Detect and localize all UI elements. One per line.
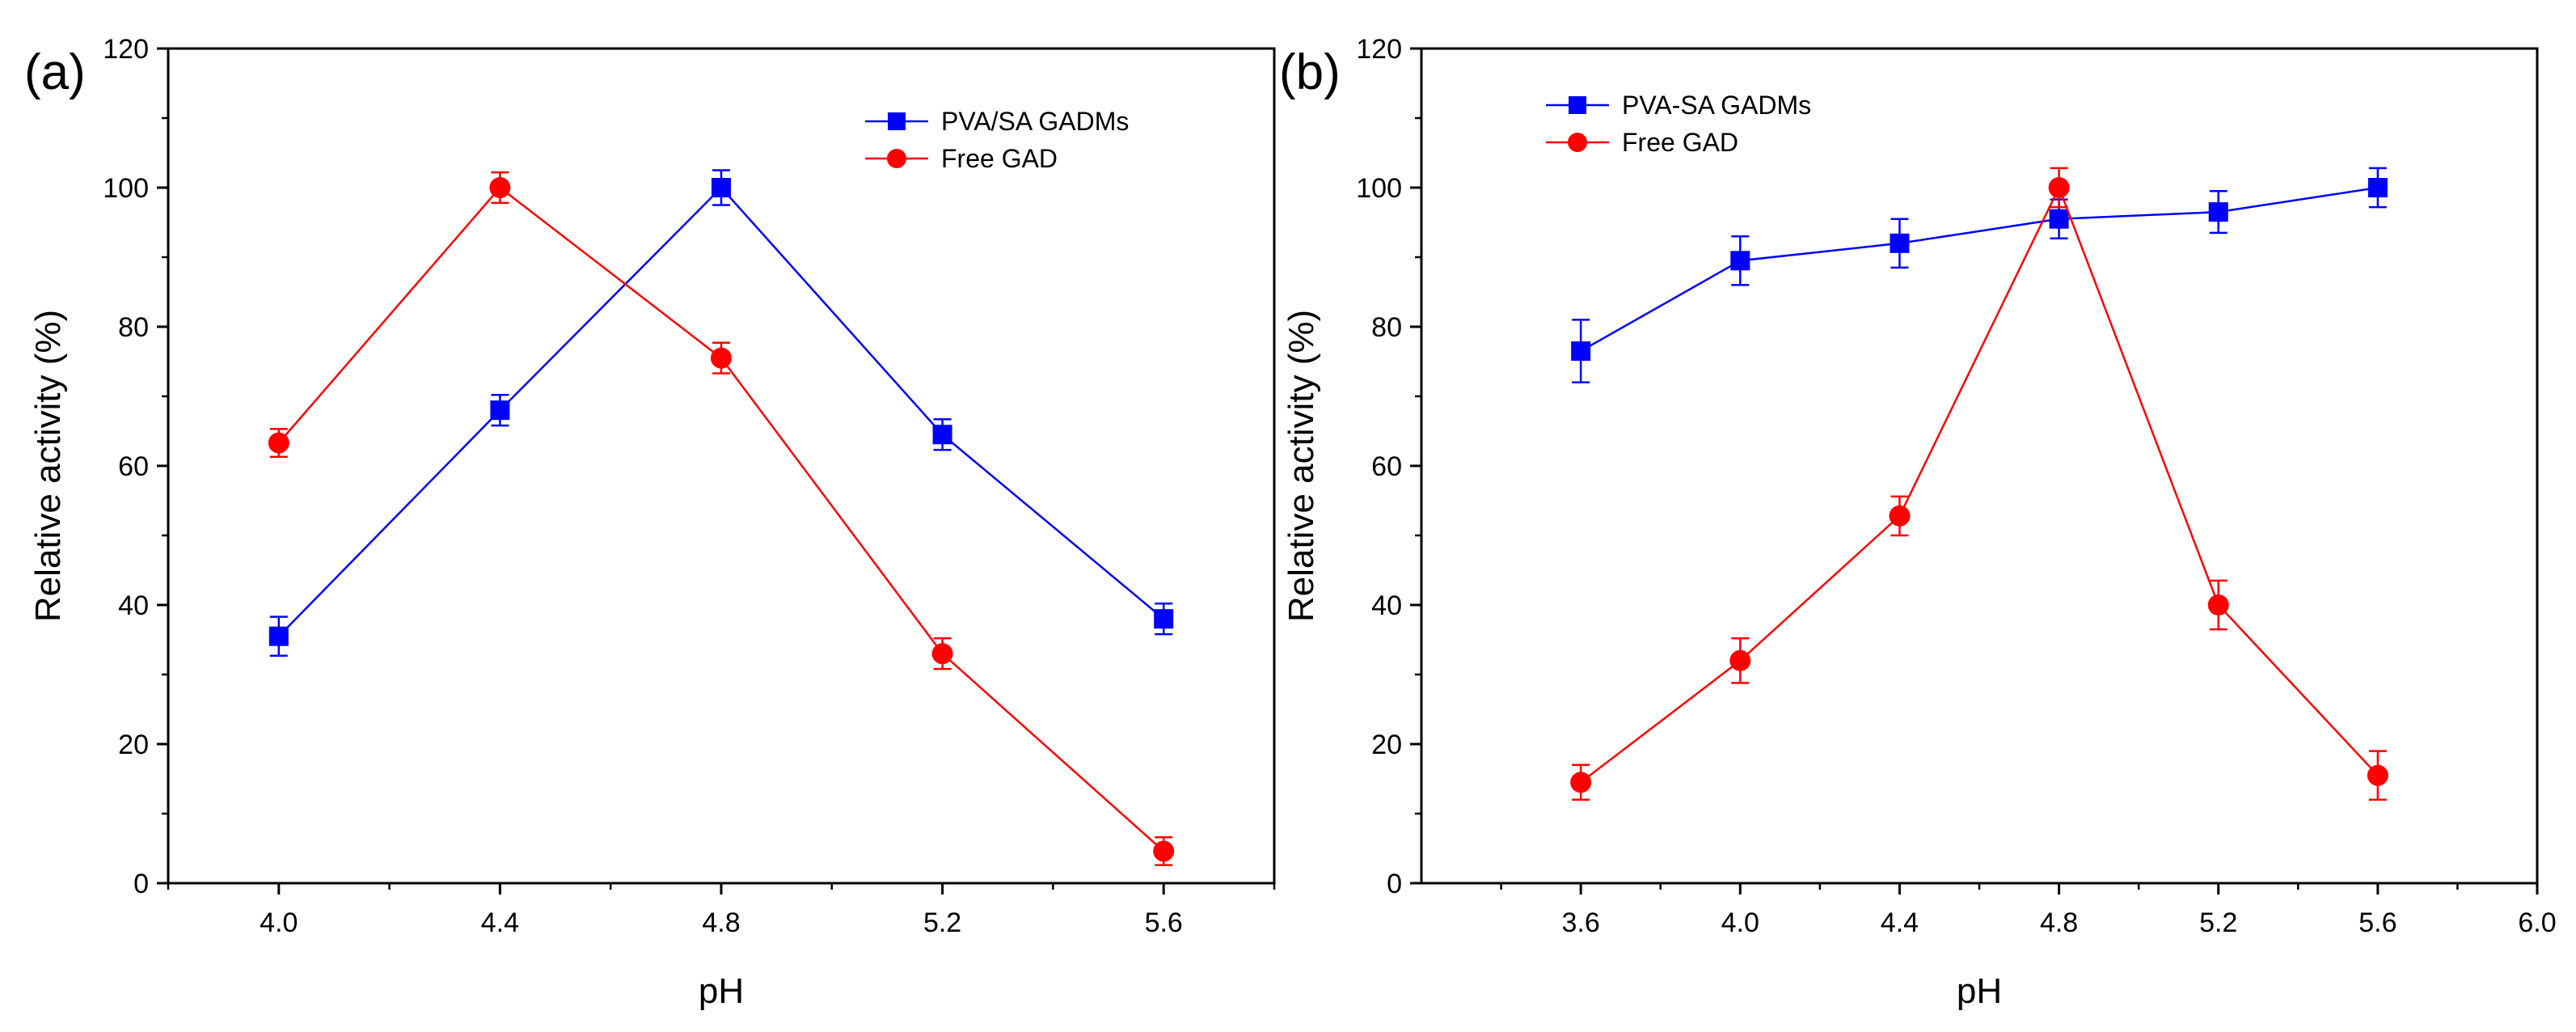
y-tick-label-b-1: 20 [1371, 730, 1402, 760]
data-point-b-1-0 [1570, 772, 1592, 793]
y-tick-label-a-0: 0 [133, 869, 149, 899]
series-a-0 [268, 169, 1174, 658]
y-tick-label-a-1: 20 [118, 730, 149, 760]
data-point-b-0-4 [2208, 202, 2228, 222]
y-tick-label-a-3: 60 [118, 451, 149, 482]
y-tick-label-b-0: 0 [1387, 869, 1402, 899]
legend-label-a-0: PVA/SA GADMs [941, 107, 1129, 136]
y-tick-label-b-4: 80 [1371, 312, 1402, 343]
data-point-a-0-1 [490, 400, 510, 421]
data-point-a-1-0 [268, 432, 289, 454]
y-tick-label-b-5: 100 [1356, 173, 1402, 204]
y-axis-title-a: Relative activity (%) [28, 310, 68, 622]
x-tick-label-a-3: 5.2 [923, 907, 961, 938]
x-tick-label-b-4: 5.2 [2199, 907, 2237, 938]
y-tick-label-a-4: 80 [118, 312, 149, 343]
series-line-a-0 [277, 186, 1164, 637]
legend-marker-b-0 [1569, 96, 1586, 114]
data-point-b-1-2 [1889, 505, 1911, 527]
y-tick-label-b-3: 60 [1371, 451, 1402, 482]
y-axis-title-b: Relative activity (%) [1282, 310, 1321, 622]
x-tick-label-b-0: 3.6 [1562, 907, 1600, 938]
legend-marker-b-1 [1568, 133, 1587, 152]
data-point-a-0-0 [268, 626, 289, 646]
x-tick-label-b-2: 4.4 [1881, 907, 1919, 938]
data-point-a-1-1 [489, 177, 511, 198]
panel-a-label: (a) [24, 44, 86, 100]
series-line-b-0 [1580, 186, 2379, 353]
x-tick-label-b-1: 4.0 [1721, 907, 1759, 938]
x-axis-title-b: pH [1957, 971, 2002, 1011]
data-point-b-0-5 [2367, 178, 2388, 197]
data-point-b-1-5 [2367, 764, 2388, 786]
y-tick-label-b-2: 40 [1371, 590, 1402, 621]
legend-label-a-1: Free GAD [941, 144, 1058, 173]
legend-marker-a-0 [888, 112, 906, 130]
series-a-1 [268, 171, 1175, 866]
x-tick-label-a-1: 4.4 [481, 907, 519, 938]
x-tick-label-b-5: 5.6 [2359, 907, 2397, 938]
x-tick-label-a-2: 4.8 [702, 907, 740, 938]
x-tick-label-b-3: 4.8 [2040, 907, 2078, 938]
data-point-b-1-3 [2048, 177, 2070, 198]
x-axis-title-a: pH [699, 971, 744, 1011]
data-point-a-0-4 [1154, 609, 1174, 629]
x-tick-label-a-0: 4.0 [260, 907, 298, 938]
y-tick-label-b-6: 120 [1356, 34, 1402, 65]
panel-b: (b) 0 20 40 60 80 100 120 3.6 4.0 4.4 4.8 5.2 5.6 6.0… [1279, 34, 2557, 1011]
data-point-b-0-2 [1890, 233, 1910, 253]
y-tick-label-a-5: 100 [103, 173, 149, 204]
data-point-b-1-4 [2207, 594, 2229, 615]
data-point-b-0-1 [1730, 251, 1750, 271]
panel-b-label: (b) [1279, 44, 1341, 100]
series-line-a-1 [277, 186, 1165, 852]
data-point-a-1-4 [1153, 840, 1175, 862]
data-point-b-1-1 [1729, 649, 1751, 671]
legend-label-b-1: Free GAD [1622, 128, 1738, 157]
legend-marker-a-1 [887, 149, 906, 168]
panel-a: (a) 0 20 40 60 80 100 120 4.0 4.4 4.8 5.2 5.6 pH Rela… [24, 34, 1276, 1011]
series-b-0 [1571, 167, 2388, 384]
plot-frame-b [1420, 47, 2539, 885]
data-point-a-0-3 [932, 425, 952, 445]
series-line-b-1 [1580, 184, 2379, 784]
y-tick-label-a-2: 40 [118, 590, 149, 621]
data-point-a-1-3 [931, 643, 953, 665]
data-point-a-1-2 [711, 347, 732, 369]
series-b-1 [1570, 167, 2388, 801]
x-tick-label-a-4: 5.6 [1145, 907, 1183, 938]
data-point-a-0-2 [712, 178, 731, 197]
data-point-b-0-3 [2049, 209, 2069, 229]
legend-label-b-0: PVA-SA GADMs [1622, 91, 1811, 120]
y-tick-label-a-6: 120 [103, 34, 149, 65]
x-tick-label-b-6: 6.0 [2518, 907, 2556, 938]
data-point-b-0-0 [1571, 341, 1591, 362]
